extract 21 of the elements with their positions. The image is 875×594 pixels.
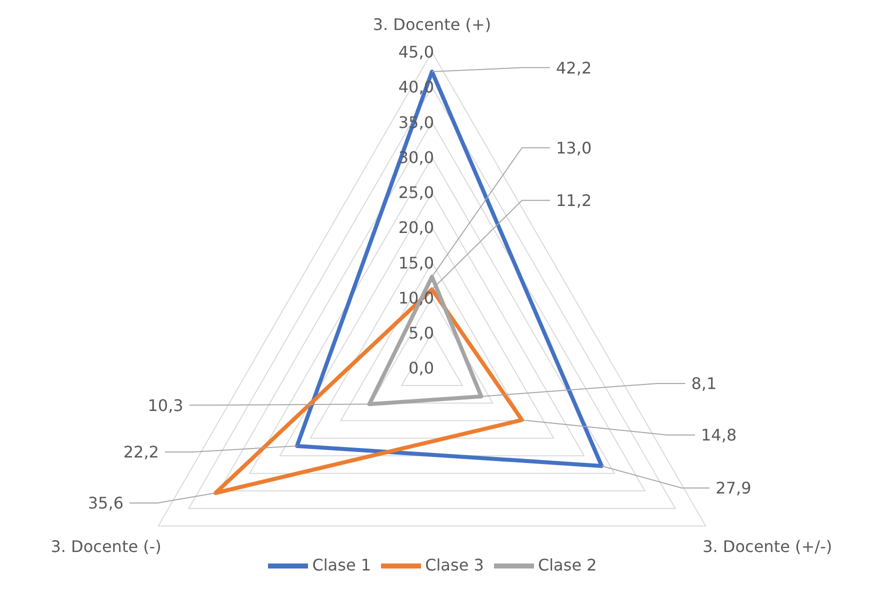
data-label: 27,9: [716, 478, 752, 498]
data-label: 42,2: [556, 58, 592, 78]
legend-label: Clase 1: [312, 555, 372, 574]
data-label: 22,2: [123, 442, 159, 462]
legend-label: Clase 2: [538, 555, 597, 574]
y-tick-label: 25,0: [398, 183, 434, 202]
y-tick-label: 20,0: [398, 218, 434, 238]
spoke-label: 3. Docente (-): [50, 537, 162, 556]
data-label: 8,1: [691, 374, 717, 394]
data-label: 10,3: [148, 396, 184, 415]
y-tick-label: 15,0: [398, 253, 434, 272]
data-label: 13,0: [556, 138, 592, 158]
data-label: 14,8: [701, 426, 737, 445]
data-label: 35,6: [88, 494, 124, 513]
data-label: 11,2: [556, 190, 592, 210]
spoke-label: 3. Docente (+/-): [702, 537, 832, 556]
spoke-label: 3. Docente (+): [372, 15, 492, 34]
y-tick-label: 5,0: [408, 323, 434, 342]
y-tick-label: 45,0: [398, 42, 434, 62]
y-tick-label: 0,0: [408, 358, 434, 378]
legend-label: Clase 3: [425, 555, 484, 574]
